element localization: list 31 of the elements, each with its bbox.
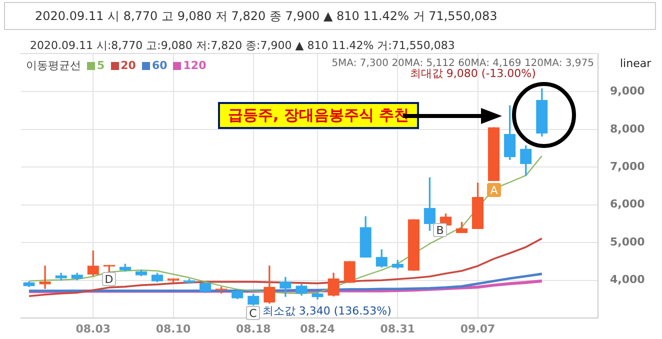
legend-label: 5 — [97, 59, 105, 72]
chart-subtitle: 2020.09.11 시:8,770 고:9,080 저:7,820 종:7,900 ▲ 810 11.42% 거:71,550,083 — [20, 37, 598, 54]
candlestick — [392, 260, 404, 269]
candlestick — [167, 278, 180, 283]
annotation: C — [246, 306, 260, 320]
annotation: D — [102, 272, 116, 286]
y-tick-label: 6,000 — [610, 198, 646, 211]
annotation: A — [487, 183, 501, 197]
y-tick-label: 7,000 — [610, 160, 646, 173]
x-tick-label: 08.10 — [156, 322, 192, 336]
x-tick-label: 09.07 — [460, 322, 496, 336]
annotation: 최소값 3,340 (136.53%) — [262, 304, 392, 318]
x-tick-label: 08.18 — [236, 322, 271, 336]
legend-label: 120 — [183, 59, 206, 72]
chart-title: 2020.09.11 시 8,770 고 9,080 저 7,820 종 7,900 ▲ 810 11.42% 거 71,550,083 — [4, 2, 656, 30]
candlestick — [23, 281, 35, 288]
annotation: B — [433, 223, 447, 237]
y-tick-label: 4,000 — [610, 273, 646, 286]
y-tick-label: 8,000 — [610, 122, 646, 136]
x-tick-label: 08.03 — [76, 322, 111, 336]
x-tick-label: 08.24 — [300, 322, 336, 336]
annotation: 최대값 9,080 (-13.00%) — [410, 67, 536, 80]
legend-title: 이동평균선 — [26, 58, 81, 73]
candlestick — [216, 286, 228, 294]
y-axis-title: linear — [620, 57, 652, 70]
y-tick-label: 9,000 — [610, 84, 646, 98]
y-tick-label: 5,000 — [610, 235, 646, 248]
annotation: 5MA: 7,300 20MA: 5,112 60MA: 4,169 120MA: 3,975 — [332, 58, 594, 69]
legend-label: 20 — [120, 59, 136, 72]
x-tick-label: 08.31 — [380, 322, 416, 336]
legend-label: 60 — [152, 59, 168, 72]
